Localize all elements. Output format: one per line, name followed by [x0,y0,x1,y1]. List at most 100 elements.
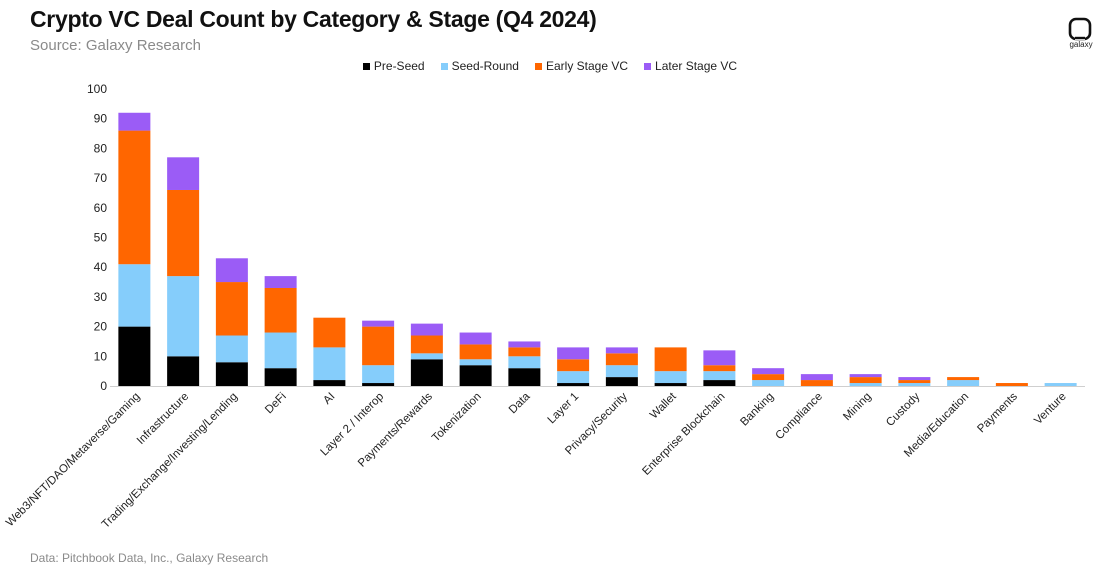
bar-segment-early-stage-vc [898,380,931,384]
bar-segment-early-stage-vc [215,282,248,336]
bar-segment-pre-seed [557,383,590,386]
x-category-label: Enterprise Blockchain [640,391,727,478]
x-category-label: Mining [841,391,873,423]
bar-segment-pre-seed [703,380,736,386]
y-tick-label: 80 [94,141,108,155]
legend-label: Seed-Round [451,59,519,73]
bar-segment-early-stage-vc [849,377,882,384]
x-category-label: DeFi [263,391,289,417]
bar-segment-early-stage-vc [995,383,1028,386]
legend-item-1: Seed-Round [440,59,519,73]
bar-segment-early-stage-vc [410,335,443,354]
bar-segment-seed-round [410,353,443,360]
bar-segment-pre-seed [508,368,541,386]
x-category-label: Payments [975,390,1020,435]
bar-segment-early-stage-vc [508,347,541,357]
bar-segment-seed-round [362,365,395,384]
chart-legend: Pre-Seed Seed-Round Early Stage VC Later St… [0,59,1100,73]
y-tick-label: 20 [94,320,108,334]
bar-segment-seed-round [313,347,346,381]
y-tick-label: 0 [100,379,107,393]
chart-subtitle: Source: Galaxy Research [30,37,201,54]
bar-segment-pre-seed [118,326,151,386]
bar-segment-early-stage-vc [313,317,346,348]
bar-segment-pre-seed [459,365,492,386]
bar-segment-later-stage-vc [167,157,200,190]
bar-segment-early-stage-vc [459,344,492,360]
bar-segment-seed-round [703,371,736,381]
legend-label: Pre-Seed [373,59,425,73]
legend-label: Later Stage VC [655,59,738,73]
bar-segment-seed-round [752,380,785,386]
bar-segment-seed-round [849,383,882,386]
x-category-label: Wallet [648,390,679,421]
bar-segment-seed-round [264,332,297,369]
bar-segment-pre-seed [215,362,248,386]
y-tick-label: 50 [94,231,108,245]
x-category-label: Venture [1032,391,1069,428]
bar-segment-seed-round [459,359,492,366]
y-tick-label: 60 [94,201,108,215]
x-category-label: Data [507,390,533,416]
x-category-label: Custody [884,390,922,428]
legend-label: Early Stage VC [545,59,629,73]
bar-segment-later-stage-vc [264,276,297,288]
y-tick-label: 30 [94,290,108,304]
bar-segment-early-stage-vc [654,347,687,372]
x-category-label: Banking [738,391,776,429]
data-source-note: Data: Pitchbook Data, Inc., Galaxy Resea… [30,551,269,565]
y-tick-label: 10 [94,349,108,363]
bar-segment-early-stage-vc [167,189,200,277]
x-category-label: AI [321,391,337,407]
bar-segment-seed-round [215,335,248,363]
x-category-label: Tokenization [430,391,484,445]
y-tick-label: 90 [94,112,108,126]
bar-segment-early-stage-vc [800,380,833,386]
bar-segment-pre-seed [654,383,687,386]
bar-segment-seed-round [508,356,541,369]
bar-segment-pre-seed [167,356,200,386]
bar-segment-pre-seed [605,377,638,386]
bar-segment-later-stage-vc [800,374,833,381]
bar-segment-pre-seed [362,383,395,386]
legend-swatch [534,62,542,70]
chart-title: Crypto VC Deal Count by Category & Stage… [30,6,597,32]
legend-item-0: Pre-Seed [362,59,425,73]
x-category-label: Compliance [774,391,825,442]
bar-segment-seed-round [167,276,200,357]
bar-segment-early-stage-vc [752,374,785,381]
bar-segment-early-stage-vc [947,377,980,381]
legend-swatch [440,62,448,70]
bar-segment-later-stage-vc [118,112,151,131]
galaxy-logo-text: galaxy [1069,40,1093,49]
bar-segment-pre-seed [313,380,346,386]
y-tick-label: 40 [94,260,108,274]
bar-segment-pre-seed [264,368,297,386]
bar-segment-early-stage-vc [264,287,297,333]
bar-segment-later-stage-vc [605,347,638,354]
galaxy-logo-icon [1068,17,1092,41]
bar-segment-later-stage-vc [215,258,248,283]
bar-segment-seed-round [118,264,151,327]
bar-segment-later-stage-vc [508,341,541,348]
bar-segment-later-stage-vc [557,347,590,360]
bar-segment-later-stage-vc [752,368,785,375]
legend-swatch [644,62,652,70]
bar-segment-seed-round [898,383,931,386]
x-category-label: Layer 1 [546,391,582,427]
bar-segment-early-stage-vc [118,130,151,265]
bar-segment-seed-round [947,380,980,386]
bar-segment-later-stage-vc [898,377,931,381]
bar-segment-seed-round [654,371,687,384]
bar-segment-early-stage-vc [362,326,395,366]
bar-segment-seed-round [605,365,638,378]
bar-segment-seed-round [1044,383,1077,386]
bar-segment-seed-round [557,371,590,384]
bar-segment-later-stage-vc [362,320,395,327]
bar-segment-early-stage-vc [703,365,736,372]
y-tick-label: 100 [87,82,107,96]
bar-segment-early-stage-vc [557,359,590,372]
legend-item-2: Early Stage VC [534,59,629,73]
y-tick-label: 70 [94,171,108,185]
